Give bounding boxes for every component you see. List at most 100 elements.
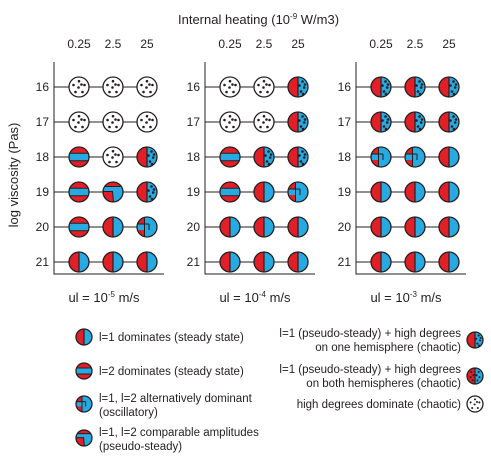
x-tick-label: 0.25	[67, 37, 91, 51]
legend-symbol	[75, 429, 93, 447]
x-tick-label: 2.5	[256, 37, 273, 51]
regime-symbol	[404, 111, 426, 133]
regime-symbol	[253, 146, 275, 168]
legend-symbol	[75, 395, 93, 413]
regime-symbol	[102, 216, 124, 238]
axis-frame	[355, 62, 466, 275]
regime-symbol	[68, 111, 90, 133]
regime-symbol	[136, 76, 158, 98]
regime-symbol	[219, 181, 241, 203]
figure-title: Internal heating (10-9 W/m3)	[178, 12, 339, 27]
legend-label: on both hemispheres (chaotic)	[306, 378, 461, 390]
panel-3: 0.25 2.5 25 16 17 18 19 20 21 ul = 10-3 m/s	[338, 37, 466, 305]
legend-label: l=1 (pseudo-steady) + high degrees	[279, 328, 461, 340]
regime-symbol	[68, 251, 90, 273]
legend-item-oscillatory: l=1, l=2 alternatively dominant (oscillat…	[75, 393, 253, 419]
y-tick-label: 21	[187, 255, 201, 269]
regime-symbol	[219, 76, 241, 98]
legend-item-pseudo_both: l=1 (pseudo-steady) + high degrees on bot…	[279, 364, 484, 390]
regime-symbol	[287, 216, 309, 238]
legend-item-chaotic_both: high degrees dominate (chaotic)	[297, 395, 484, 413]
regime-symbol	[253, 181, 275, 203]
y-tick-label: 19	[338, 185, 352, 199]
x-tick-label: 2.5	[105, 37, 122, 51]
legend-item-l1_steady: l=1 dominates (steady state)	[75, 328, 244, 346]
y-tick-label: 18	[36, 150, 50, 164]
legend-label: l=1 (pseudo-steady) + high degrees	[279, 364, 461, 376]
regime-symbol	[404, 216, 426, 238]
regime-symbol	[219, 146, 241, 168]
panel-1: 0.25 2.5 25 16 17 18 19 20 21 ul = 10-5 m/s	[36, 37, 164, 305]
regime-symbol	[438, 181, 460, 203]
legend-label: l=2 dominates (steady state)	[99, 366, 244, 378]
y-tick-label: 21	[338, 255, 352, 269]
legend-symbol	[466, 367, 484, 385]
regime-symbol	[102, 146, 124, 168]
y-tick-label: 20	[36, 220, 50, 234]
regime-symbol	[102, 251, 124, 273]
legend-label: (oscillatory)	[99, 407, 158, 419]
panel-caption: ul = 10-5 m/s	[68, 290, 140, 305]
regime-symbol	[68, 216, 90, 238]
legend-label: high degrees dominate (chaotic)	[297, 399, 461, 411]
panel-2: 0.25 2.5 25 16 17 18 19 20 21 ul = 10-4 m/s	[187, 37, 315, 305]
legend-label: l=1, l=2 alternatively dominant	[99, 393, 253, 405]
x-tick-label: 25	[442, 37, 456, 51]
y-tick-label: 21	[36, 255, 50, 269]
regime-symbol	[219, 216, 241, 238]
y-tick-label: 20	[187, 220, 201, 234]
regime-symbol	[370, 216, 392, 238]
legend-label: (pseudo-steady)	[99, 441, 182, 453]
regime-symbol	[136, 216, 158, 238]
regime-symbol	[68, 76, 90, 98]
y-tick-label: 18	[187, 150, 201, 164]
regime-symbol	[253, 111, 275, 133]
regime-symbol	[102, 111, 124, 133]
y-tick-label: 17	[338, 115, 352, 129]
axis-frame	[53, 62, 164, 275]
x-tick-label: 0.25	[369, 37, 393, 51]
regime-symbol	[136, 251, 158, 273]
y-tick-label: 17	[36, 115, 50, 129]
y-tick-label: 17	[187, 115, 201, 129]
regime-symbol	[438, 251, 460, 273]
regime-symbol	[287, 146, 309, 168]
regime-symbol	[136, 111, 158, 133]
regime-symbol	[102, 181, 124, 203]
y-tick-label: 18	[338, 150, 352, 164]
regime-symbol	[404, 76, 426, 98]
regime-symbol	[404, 251, 426, 273]
regime-symbol	[136, 146, 158, 168]
legend-symbol	[466, 331, 484, 349]
y-tick-label: 20	[338, 220, 352, 234]
regime-symbol	[438, 111, 460, 133]
regime-symbol	[287, 76, 309, 98]
regime-symbol	[219, 251, 241, 273]
regime-symbol	[68, 146, 90, 168]
regime-symbol	[253, 251, 275, 273]
legend-symbol	[75, 328, 93, 346]
legend-label: l=1 dominates (steady state)	[99, 332, 244, 344]
regime-symbol	[370, 251, 392, 273]
legend-symbol	[75, 362, 93, 380]
panels: 0.25 2.5 25 16 17 18 19 20 21 ul = 10-5 m/s 0.25 2.…	[36, 37, 466, 305]
regime-symbol	[370, 111, 392, 133]
legend-label: l=1, l=2 comparable amplitudes	[99, 427, 259, 439]
panel-caption: ul = 10-3 m/s	[370, 290, 442, 305]
legend-item-comparable: l=1, l=2 comparable amplitudes (pseudo-st…	[75, 427, 259, 453]
regime-symbol	[438, 146, 460, 168]
y-tick-label: 16	[338, 80, 352, 94]
regime-symbol	[370, 146, 392, 168]
legend-label: on one hemisphere (chaotic)	[315, 342, 461, 354]
panel-caption: ul = 10-4 m/s	[219, 290, 291, 305]
axis-frame	[204, 62, 315, 275]
regime-symbol	[136, 181, 158, 203]
x-tick-label: 25	[140, 37, 154, 51]
regime-symbol	[287, 111, 309, 133]
regime-symbol	[219, 111, 241, 133]
x-tick-label: 25	[291, 37, 305, 51]
regime-symbol	[287, 251, 309, 273]
regime-symbol	[102, 76, 124, 98]
x-tick-label: 2.5	[407, 37, 424, 51]
